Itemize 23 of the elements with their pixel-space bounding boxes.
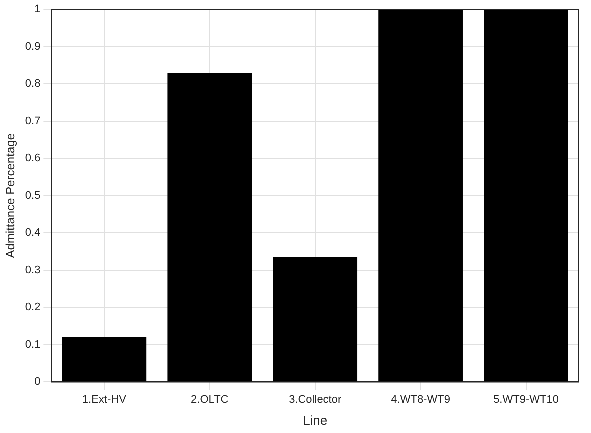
bar (484, 10, 568, 382)
x-tick-label: 5.WT9-WT10 (494, 394, 559, 406)
y-tick-label: 0.2 (25, 302, 41, 314)
bar (62, 337, 147, 382)
bar (378, 10, 463, 382)
y-tick-label: 0.6 (25, 152, 41, 165)
y-tick-label: 0.7 (25, 115, 41, 128)
x-tick-label: 2.OLTC (191, 394, 229, 406)
x-axis-title: Line (303, 412, 328, 428)
y-axis-title: Admittance Percentage (4, 133, 18, 258)
x-tick-label: 4.WT8-WT9 (391, 394, 450, 406)
y-tick-label: 0.5 (25, 190, 41, 202)
x-tick-label: 3.Collector (289, 394, 342, 406)
y-tick-label: 0.9 (25, 40, 41, 53)
x-tick-label: 1.Ext-HV (82, 394, 128, 406)
y-tick-label: 0 (34, 376, 41, 388)
y-tick-label: 1 (34, 4, 41, 16)
y-tick-label: 0.8 (25, 78, 41, 90)
bar (168, 72, 252, 382)
bar (273, 257, 358, 382)
y-tick-label: 0.4 (25, 227, 41, 240)
y-tick-label: 0.3 (25, 264, 41, 276)
y-tick-label: 0.1 (25, 338, 41, 351)
